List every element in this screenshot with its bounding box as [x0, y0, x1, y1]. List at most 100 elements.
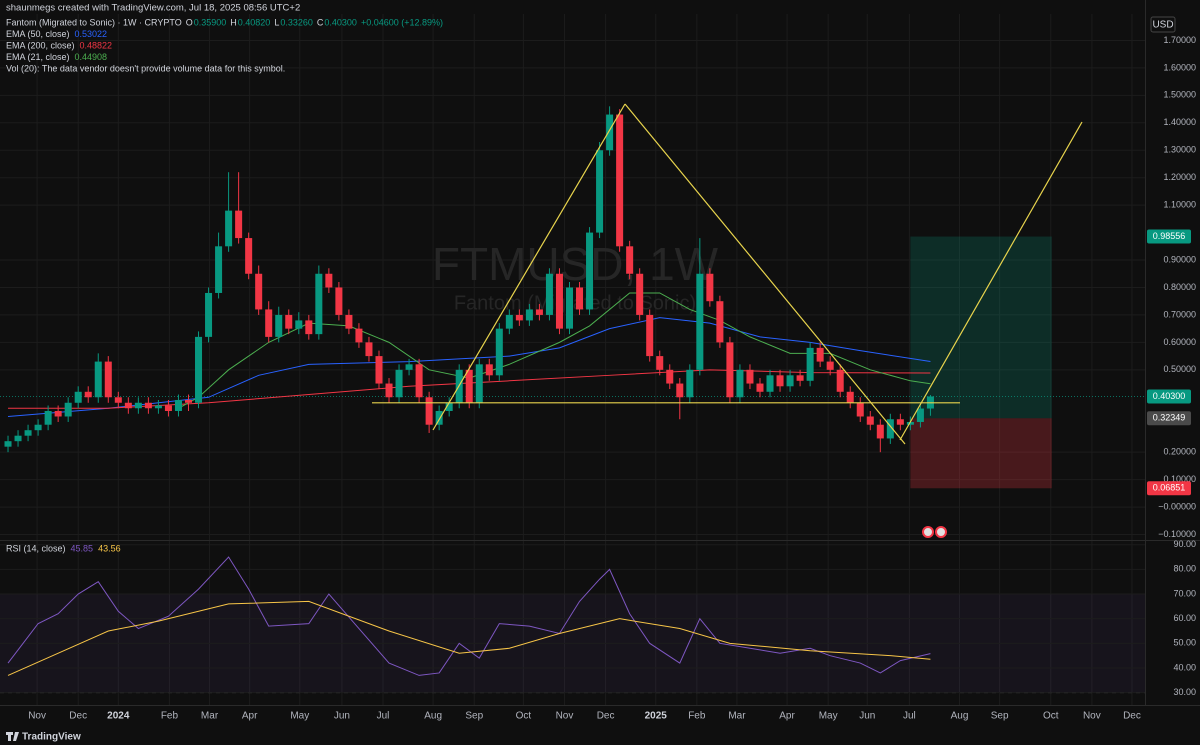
event-icon[interactable]	[922, 526, 934, 538]
candle-body	[626, 246, 634, 274]
candle-body	[64, 402, 72, 417]
candle-body	[34, 424, 42, 431]
candle-body	[345, 314, 353, 329]
candle-body	[144, 402, 152, 409]
ohlc-value: 0.40820	[238, 17, 271, 27]
ema-value: 0.48822	[80, 40, 113, 50]
candle-body	[826, 361, 834, 370]
ema-name: EMA (50, close)	[6, 29, 70, 39]
candle-body	[94, 361, 102, 398]
candle-body	[154, 405, 162, 409]
x-tick-label: 2024	[107, 711, 130, 722]
x-tick-label: Mar	[201, 711, 219, 722]
y-tick-label: 90.00	[1173, 539, 1196, 549]
candle-body	[736, 369, 744, 398]
candle-body	[596, 150, 604, 233]
candle-body	[606, 114, 614, 151]
candle-body	[265, 309, 273, 337]
x-tick-label: May	[290, 711, 309, 722]
trend-line	[899, 121, 1083, 441]
candle-body	[906, 421, 914, 425]
candle-body	[44, 410, 52, 425]
ema-value: 0.53022	[75, 29, 108, 39]
y-tick-label: 30.00	[1173, 687, 1196, 697]
candle-body	[716, 301, 724, 343]
event-icons	[922, 526, 947, 538]
candle-body	[796, 375, 804, 381]
price-label-box	[1147, 229, 1191, 244]
y-tick-label: 0.70000	[1163, 309, 1196, 319]
y-tick-label: 40.00	[1173, 662, 1196, 672]
x-tick-label: Apr	[242, 711, 258, 722]
currency-box[interactable]	[1150, 16, 1176, 33]
candle-body	[696, 273, 704, 370]
axes: Nov Dec 2024 Feb Mar Apr May Jun Jul Aug Sep Oct Nov…	[28, 35, 1196, 722]
candle-body	[164, 405, 172, 411]
ohlc-value: 0.33260	[280, 17, 313, 27]
candle-body	[355, 328, 363, 343]
candle-body	[636, 273, 644, 315]
y-tick-label: 1.10000	[1163, 200, 1196, 210]
x-tick-label: Nov	[28, 711, 46, 722]
y-tick-label: 1.30000	[1163, 145, 1196, 155]
x-tick-label: Nov	[1083, 711, 1101, 722]
candle-body	[776, 375, 784, 387]
trend-line	[432, 103, 626, 431]
trend-line	[624, 103, 906, 445]
candle-body	[485, 364, 493, 376]
x-tick-label: Jul	[377, 711, 390, 722]
ohlc-label: H	[230, 17, 237, 27]
x-tick-label: May	[819, 711, 838, 722]
ema-name: EMA (21, close)	[6, 52, 70, 62]
x-tick-label: Apr	[779, 711, 795, 722]
candle-body	[576, 287, 584, 310]
volume-note: Vol (20): The data vendor doesn't provid…	[6, 63, 285, 73]
candle-body	[415, 364, 423, 398]
candle-body	[565, 287, 574, 329]
x-tick-label: Nov	[556, 711, 574, 722]
ohlc-label: L	[274, 17, 279, 27]
candle-body	[706, 273, 714, 302]
candle-body	[856, 402, 864, 417]
candle-body	[245, 238, 253, 274]
y-tick-label: 0.90000	[1163, 254, 1196, 264]
candle-body	[235, 210, 243, 239]
candle-body	[425, 397, 433, 425]
candle-body	[896, 419, 904, 425]
y-tick-label: 1.70000	[1163, 35, 1196, 45]
ohlc-label: O	[186, 17, 193, 27]
candle-body	[395, 369, 403, 398]
candle-body	[14, 435, 22, 442]
y-tick-label: 0.20000	[1163, 447, 1196, 457]
candle-body	[174, 400, 182, 411]
y-tick-label: 1.60000	[1163, 62, 1196, 72]
y-tick-label: 1.40000	[1163, 117, 1196, 127]
price-label: 0.32349	[1153, 413, 1186, 423]
candle-body	[545, 273, 553, 315]
event-icon[interactable]	[935, 526, 947, 538]
candle-body	[54, 410, 62, 417]
candle-body	[375, 356, 383, 384]
x-tick-label: Aug	[951, 711, 969, 722]
candle-body	[886, 419, 894, 439]
grid	[0, 14, 1145, 705]
candle-body	[435, 410, 443, 425]
y-tick-label: 1.20000	[1163, 172, 1196, 182]
legend: Fantom (Migrated to Sonic) · 1W · CRYPTO…	[6, 17, 443, 553]
candle-body	[646, 314, 654, 357]
price-label: 0.06851	[1153, 483, 1186, 493]
candle-body	[686, 369, 694, 398]
watermark-subtitle: Fantom (Migrated to Sonic)	[454, 292, 696, 314]
currency: USD	[1152, 20, 1173, 31]
candle-body	[916, 408, 924, 422]
candle-body	[876, 424, 884, 439]
candle-body	[475, 364, 483, 403]
candle-body	[104, 361, 112, 398]
x-tick-label: 2025	[645, 711, 668, 722]
y-tick-label: −0.00000	[1158, 501, 1196, 511]
candle-body	[4, 441, 12, 447]
candle-body	[465, 369, 473, 403]
candle-body	[726, 342, 734, 398]
